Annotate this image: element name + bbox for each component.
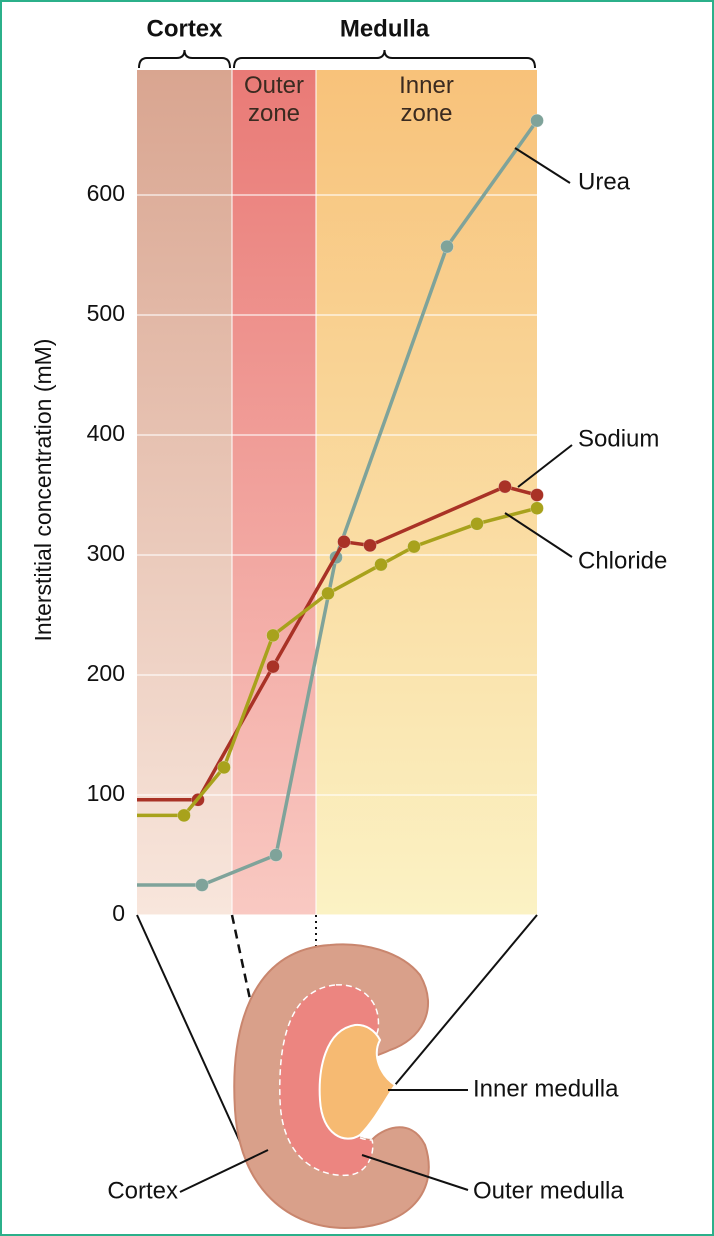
data-point	[267, 629, 280, 642]
y-tick-label: 0	[112, 900, 125, 926]
y-tick-label: 600	[87, 180, 125, 206]
y-tick-label: 400	[87, 420, 125, 446]
y-tick-label: 500	[87, 300, 125, 326]
data-point	[218, 761, 231, 774]
legend-label: Sodium	[578, 425, 659, 452]
zone-label: Outer zone	[232, 72, 316, 128]
data-point	[531, 502, 544, 515]
diagram-label: Cortex	[107, 1177, 178, 1204]
legend-label: Urea	[578, 168, 631, 195]
zone-band	[137, 70, 232, 915]
y-axis-label: Interstitial concentration (mM)	[30, 339, 56, 642]
data-point	[270, 849, 283, 862]
connector	[137, 915, 240, 1142]
diagram-label: Outer medulla	[473, 1177, 624, 1204]
legend-label: Chloride	[578, 547, 667, 574]
data-point	[375, 558, 388, 571]
data-point	[499, 480, 512, 493]
zone-band	[232, 70, 316, 915]
data-point	[178, 809, 191, 822]
zone-label: Inner zone	[316, 72, 537, 128]
data-point	[267, 660, 280, 673]
chart: 0 100 200 300 400 500 600 Urea Sodium Chloride I…	[0, 0, 714, 1236]
diagram-label: Inner medulla	[473, 1075, 619, 1102]
region-label: Medulla	[340, 15, 430, 42]
y-tick-label: 300	[87, 540, 125, 566]
data-point	[471, 517, 484, 530]
region-brace	[234, 50, 535, 68]
y-tick-label: 100	[87, 780, 125, 806]
page: 0 100 200 300 400 500 600 Urea Sodium Chloride I…	[0, 0, 714, 1236]
region-label: Cortex	[146, 15, 223, 42]
data-point	[531, 489, 544, 502]
data-point	[338, 535, 351, 548]
data-point	[322, 587, 335, 600]
data-point	[196, 879, 209, 892]
data-point	[441, 240, 454, 253]
data-point	[364, 539, 377, 552]
region-brace	[139, 50, 230, 68]
data-point	[408, 540, 421, 553]
y-tick-label: 200	[87, 660, 125, 686]
